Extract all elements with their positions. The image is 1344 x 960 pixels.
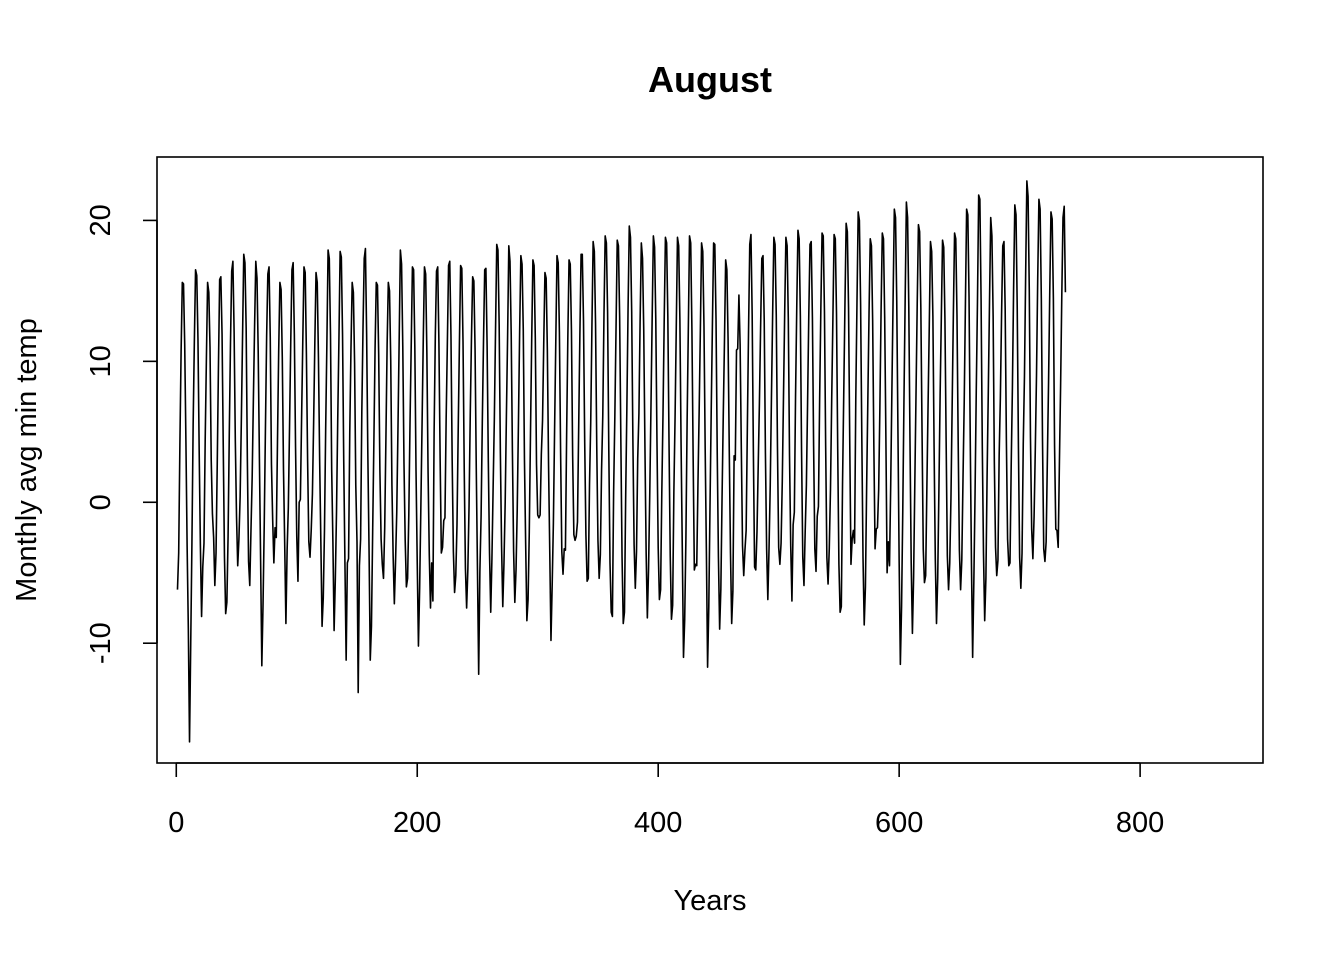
y-tick-label: 10 [85, 345, 117, 377]
y-axis-label: Monthly avg min temp [11, 318, 43, 602]
x-axis-label: Years [673, 885, 746, 917]
x-tick-label: 0 [168, 807, 184, 839]
y-axis: -10 0 10 20 [85, 204, 158, 664]
x-tick-label: 200 [393, 807, 441, 839]
x-tick-label: 800 [1116, 807, 1164, 839]
x-axis: 0 200 400 600 800 [168, 762, 1164, 839]
x-tick-label: 400 [634, 807, 682, 839]
series-group [176, 180, 1067, 743]
y-tick-label: 20 [85, 204, 117, 236]
series-line [176, 180, 1067, 743]
y-tick-label: -10 [85, 622, 117, 664]
x-tick-label: 600 [875, 807, 923, 839]
chart-title: August [648, 59, 772, 100]
y-tick-label: 0 [85, 494, 117, 510]
plot-frame [156, 156, 1264, 764]
